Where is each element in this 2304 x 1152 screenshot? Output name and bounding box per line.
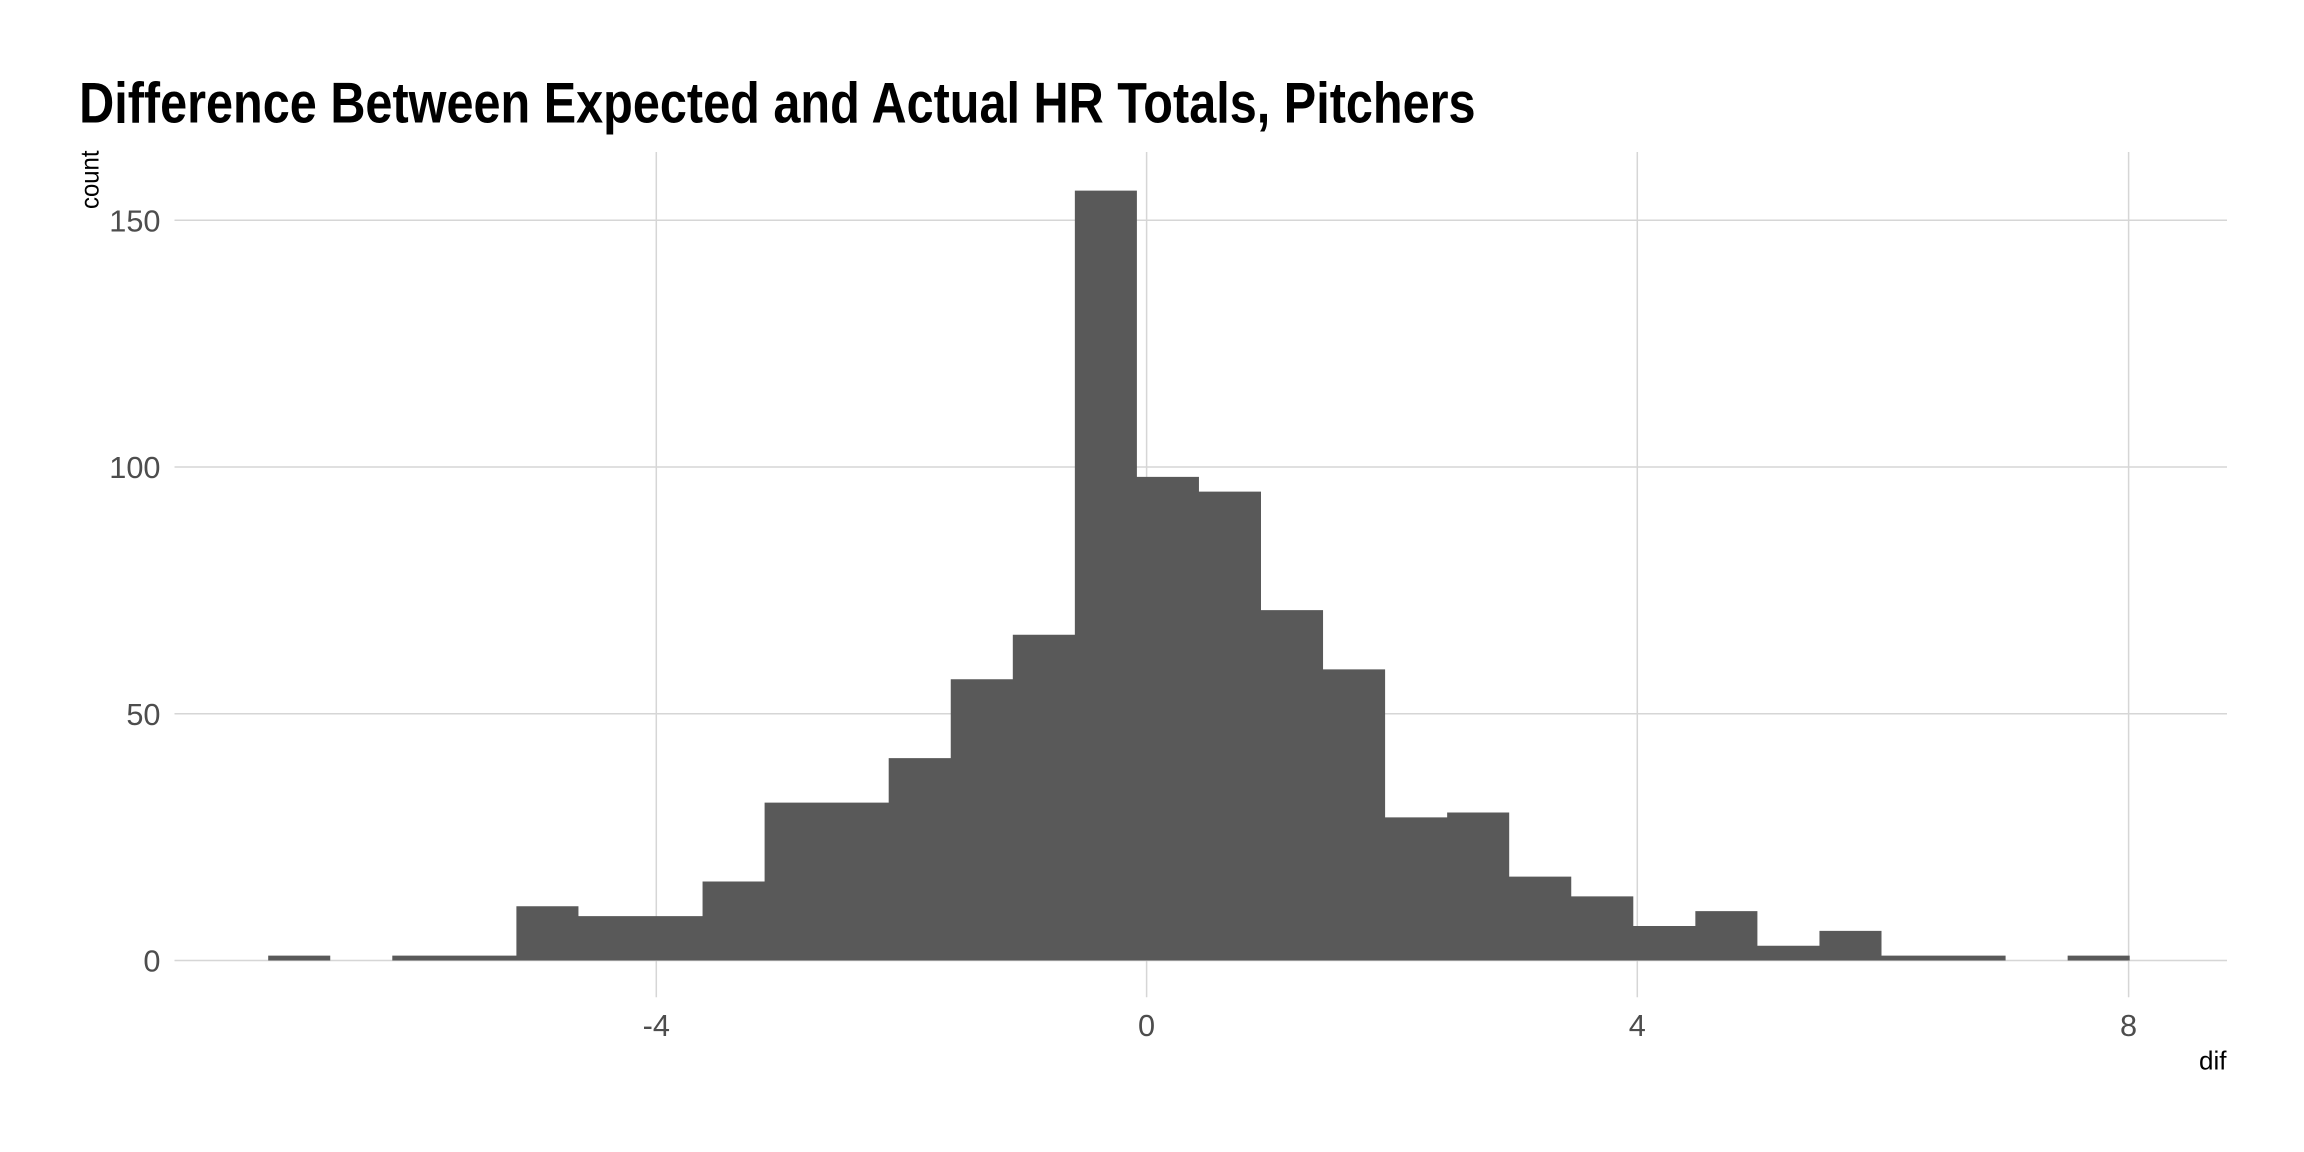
svg-text:4: 4 bbox=[1629, 1008, 1646, 1043]
svg-text:50: 50 bbox=[126, 697, 160, 732]
svg-text:0: 0 bbox=[143, 944, 160, 979]
svg-text:Difference Between Expected an: Difference Between Expected and Actual H… bbox=[79, 71, 1476, 135]
svg-text:150: 150 bbox=[109, 203, 160, 238]
svg-text:100: 100 bbox=[109, 450, 160, 485]
svg-text:8: 8 bbox=[2120, 1008, 2137, 1043]
svg-text:count: count bbox=[75, 150, 105, 209]
svg-text:0: 0 bbox=[1138, 1008, 1155, 1043]
svg-text:-4: -4 bbox=[643, 1008, 670, 1043]
svg-text:dif: dif bbox=[2199, 1046, 2227, 1076]
